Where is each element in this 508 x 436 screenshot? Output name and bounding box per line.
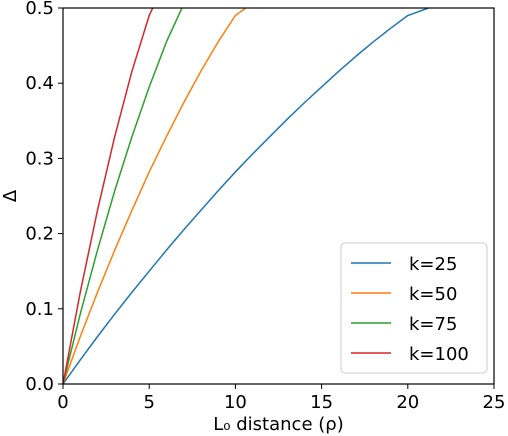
legend: k=25 k=50 k=75 k=100 bbox=[340, 242, 488, 374]
x-axis: 0 5 10 15 20 25 bbox=[57, 384, 505, 413]
y-axis: 0.0 0.1 0.2 0.3 0.4 0.5 bbox=[25, 0, 63, 395]
y-tick-label: 0.1 bbox=[25, 299, 54, 320]
legend-label: k=100 bbox=[409, 344, 469, 365]
legend-label: k=25 bbox=[409, 254, 457, 275]
y-tick-label: 0.0 bbox=[25, 374, 54, 395]
series-line-k-50 bbox=[63, 8, 247, 384]
x-tick-label: 15 bbox=[310, 392, 333, 413]
x-tick-label: 20 bbox=[396, 392, 419, 413]
y-axis-label: Δ bbox=[0, 189, 21, 202]
y-tick-label: 0.2 bbox=[25, 224, 54, 245]
x-tick-label: 10 bbox=[224, 392, 247, 413]
series-line-k-75 bbox=[63, 8, 183, 384]
x-axis-label: L₀ distance (ρ) bbox=[213, 414, 343, 435]
series-line-k-25 bbox=[63, 8, 429, 384]
x-tick-label: 25 bbox=[483, 392, 506, 413]
legend-label: k=75 bbox=[409, 314, 457, 335]
x-tick-label: 5 bbox=[143, 392, 154, 413]
plot-frame bbox=[62, 7, 495, 385]
y-tick-label: 0.5 bbox=[25, 0, 54, 19]
x-tick-label: 0 bbox=[57, 392, 68, 413]
series-line-k-100 bbox=[63, 8, 154, 384]
legend-label: k=50 bbox=[409, 284, 457, 305]
series-layer bbox=[63, 8, 429, 384]
legend-box bbox=[340, 242, 488, 374]
y-tick-label: 0.3 bbox=[25, 148, 54, 169]
y-tick-label: 0.4 bbox=[25, 73, 54, 94]
